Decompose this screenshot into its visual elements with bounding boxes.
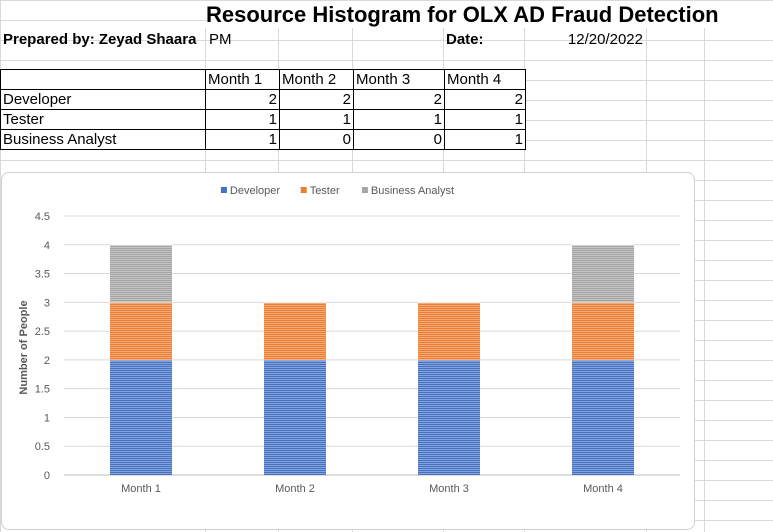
bar-texture bbox=[572, 302, 634, 360]
bar-texture bbox=[572, 244, 634, 303]
value-cell[interactable]: 1 bbox=[205, 129, 280, 150]
bar-texture bbox=[264, 302, 326, 360]
table-row: Business Analyst 1 0 0 1 bbox=[0, 129, 526, 150]
y-tick-label: 3.5 bbox=[35, 269, 50, 281]
chart-canvas: 0 0.5 1 1.5 2 2.5 3 3.5 4 4.5 Number of People Mont… bbox=[18, 185, 680, 495]
column-line bbox=[704, 28, 705, 532]
y-tick-label: 1 bbox=[44, 412, 50, 424]
date-label[interactable]: Date: bbox=[446, 31, 484, 48]
prepared-by-role[interactable]: PM bbox=[209, 31, 232, 48]
x-tick-label: Month 2 bbox=[275, 483, 315, 495]
legend-swatch bbox=[300, 187, 307, 193]
value-cell[interactable]: 0 bbox=[353, 129, 445, 150]
y-tick-label: 2 bbox=[44, 355, 50, 367]
role-cell[interactable]: Business Analyst bbox=[0, 129, 206, 150]
y-tick-label: 1.5 bbox=[35, 384, 50, 396]
resource-table: Month 1 Month 2 Month 3 Month 4 Develope… bbox=[0, 69, 526, 150]
table-header-row: Month 1 Month 2 Month 3 Month 4 bbox=[0, 69, 526, 90]
value-cell[interactable]: 1 bbox=[353, 109, 445, 130]
role-cell[interactable]: Tester bbox=[0, 109, 206, 130]
role-cell[interactable]: Developer bbox=[0, 89, 206, 110]
legend-label: Business Analyst bbox=[371, 185, 454, 197]
value-cell[interactable]: 2 bbox=[279, 89, 354, 110]
bar-texture bbox=[264, 359, 326, 475]
value-cell[interactable]: 1 bbox=[444, 109, 526, 130]
date-value[interactable]: 12/20/2022 bbox=[567, 31, 643, 48]
value-cell[interactable]: 2 bbox=[205, 89, 280, 110]
y-tick-label: 4 bbox=[44, 240, 50, 252]
x-tick-label: Month 3 bbox=[429, 483, 469, 495]
y-tick-label: 0 bbox=[44, 470, 50, 482]
table-header-cell[interactable]: Month 4 bbox=[444, 69, 526, 90]
x-tick-label: Month 4 bbox=[583, 483, 623, 495]
value-cell[interactable]: 1 bbox=[205, 109, 280, 130]
table-header-cell[interactable] bbox=[0, 69, 206, 90]
table-header-cell[interactable]: Month 1 bbox=[205, 69, 280, 90]
prepared-by-label[interactable]: Prepared by: Zeyad Shaara bbox=[3, 31, 197, 48]
table-row: Developer 2 2 2 2 bbox=[0, 89, 526, 110]
value-cell[interactable]: 1 bbox=[444, 129, 526, 150]
value-cell[interactable]: 0 bbox=[279, 129, 354, 150]
bar-texture bbox=[418, 359, 480, 475]
bar-texture bbox=[110, 302, 172, 360]
bar-texture bbox=[572, 359, 634, 475]
value-cell[interactable]: 1 bbox=[279, 109, 354, 130]
legend-swatch bbox=[361, 187, 368, 193]
legend-label: Developer bbox=[230, 185, 280, 197]
bar-texture bbox=[110, 244, 172, 303]
y-tick-label: 2.5 bbox=[35, 326, 50, 338]
legend-swatch bbox=[220, 187, 227, 193]
resource-histogram-chart[interactable]: 0 0.5 1 1.5 2 2.5 3 3.5 4 4.5 Number of People Mont… bbox=[1, 172, 695, 530]
y-tick-label: 4.5 bbox=[35, 211, 50, 223]
value-cell[interactable]: 2 bbox=[353, 89, 445, 110]
value-cell[interactable]: 2 bbox=[444, 89, 526, 110]
y-tick-label: 3 bbox=[44, 297, 50, 309]
table-header-cell[interactable]: Month 3 bbox=[353, 69, 445, 90]
x-tick-label: Month 1 bbox=[121, 483, 161, 495]
y-tick-label: 0.5 bbox=[35, 441, 50, 453]
legend-label: Tester bbox=[310, 185, 340, 197]
table-header-cell[interactable]: Month 2 bbox=[279, 69, 354, 90]
table-row: Tester 1 1 1 1 bbox=[0, 109, 526, 130]
sheet-title[interactable]: Resource Histogram for OLX AD Fraud Dete… bbox=[206, 2, 773, 28]
bar-texture bbox=[418, 302, 480, 360]
bar-texture bbox=[110, 359, 172, 475]
y-axis-label: Number of People bbox=[18, 300, 30, 394]
